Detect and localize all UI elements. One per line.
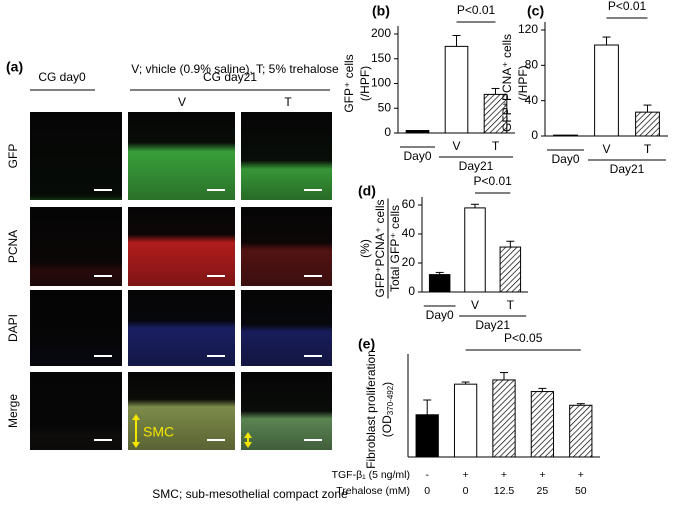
micrograph-signal bbox=[30, 112, 122, 200]
x-tick-label: V bbox=[471, 298, 479, 312]
row-label: PCNA bbox=[6, 230, 20, 263]
micrograph-signal bbox=[128, 290, 235, 366]
micrograph-signal bbox=[128, 112, 235, 200]
bar bbox=[464, 207, 486, 293]
row-label: TGF-β₁ (5 ng/ml) bbox=[332, 469, 410, 481]
y-axis-label: Fibroblast proliferation bbox=[364, 350, 378, 469]
y-tick-label: 20 bbox=[402, 255, 416, 269]
y-axis-unit-part: (OD bbox=[380, 415, 394, 437]
x-tick-label: Day0 bbox=[551, 152, 579, 166]
group-label: CG day21 bbox=[203, 70, 257, 84]
group-label: Day21 bbox=[610, 162, 645, 176]
row-value: + bbox=[578, 469, 584, 481]
micrographs: SMC bbox=[30, 112, 332, 450]
significance-label: P<0.01 bbox=[608, 0, 647, 13]
row-value: 12.5 bbox=[494, 485, 515, 497]
panel-label: (a) bbox=[6, 59, 23, 75]
y-tick-label: 60 bbox=[402, 197, 416, 211]
x-tick-label: T bbox=[492, 139, 500, 153]
panel-label: (e) bbox=[358, 336, 375, 352]
y-axis-label: (/HPF) bbox=[358, 66, 372, 101]
row-value: 50 bbox=[575, 485, 587, 497]
y-tick-label: 0 bbox=[384, 125, 391, 139]
x-tick-label: Day0 bbox=[426, 308, 454, 322]
y-tick-label: 200 bbox=[371, 26, 391, 40]
y-axis-label: GFP⁺PCNA⁺ cells bbox=[373, 199, 387, 297]
panel-label: (c) bbox=[527, 3, 544, 19]
row-label: Trehalose (mM) bbox=[336, 485, 410, 497]
row-label: GFP bbox=[6, 144, 20, 169]
micrograph-signal bbox=[30, 290, 122, 366]
row-value: 0 bbox=[424, 485, 430, 497]
footnote: SMC; sub-mesothelial compact zone bbox=[152, 487, 348, 501]
x-tick-label: V bbox=[602, 142, 610, 156]
arrow-head bbox=[244, 432, 252, 448]
row-label: DAPI bbox=[6, 314, 20, 342]
bar bbox=[553, 134, 578, 137]
y-axis-label: GFP⁺ cells bbox=[342, 54, 356, 112]
bar bbox=[492, 379, 516, 458]
bar bbox=[569, 404, 593, 458]
annotation: SMC bbox=[143, 424, 174, 440]
x-tick-label: T bbox=[507, 298, 515, 312]
x-tick-label: T bbox=[644, 142, 652, 156]
micrograph-signal bbox=[128, 372, 235, 450]
panel-label: (b) bbox=[372, 3, 390, 19]
y-axis-label: GFP⁺PCNA⁺ cells bbox=[500, 34, 514, 132]
y-tick-label: 150 bbox=[371, 51, 391, 65]
y-tick-label: 40 bbox=[525, 93, 539, 107]
bar bbox=[594, 44, 619, 137]
group-label: CG day0 bbox=[38, 70, 86, 84]
group-label: Day21 bbox=[475, 318, 510, 332]
row-value: 25 bbox=[537, 485, 549, 497]
y-tick-label: 40 bbox=[402, 226, 416, 240]
y-axis-label: (%) bbox=[358, 239, 372, 258]
y-axis-unit-part: 370-492 bbox=[386, 385, 395, 415]
x-tick-label: Day0 bbox=[403, 149, 431, 163]
micrograph-signal bbox=[241, 372, 332, 450]
y-tick-label: 80 bbox=[525, 58, 539, 72]
y-tick-label: 50 bbox=[378, 100, 392, 114]
y-axis-unit: (OD370-492) bbox=[380, 382, 395, 437]
column-label: T bbox=[284, 95, 292, 109]
panel-label: (d) bbox=[358, 183, 376, 199]
micrograph-signal bbox=[241, 290, 332, 366]
significance-label: P<0.05 bbox=[504, 331, 543, 345]
row-value: - bbox=[425, 469, 429, 481]
y-axis-unit-part: ) bbox=[380, 382, 394, 386]
y-tick-label: 120 bbox=[518, 22, 538, 36]
group-label: Day21 bbox=[459, 159, 494, 173]
y-axis-label: Total GFP⁺ cells bbox=[388, 205, 402, 292]
significance-label: P<0.01 bbox=[457, 3, 496, 17]
bar bbox=[415, 414, 439, 458]
bar bbox=[635, 111, 660, 137]
row-label: Merge bbox=[6, 394, 20, 428]
significance-label: P<0.01 bbox=[473, 174, 512, 188]
x-tick-label: V bbox=[452, 139, 460, 153]
y-tick-label: 0 bbox=[408, 284, 415, 298]
micrograph-signal bbox=[30, 372, 122, 450]
micrograph-signal bbox=[241, 207, 332, 286]
row-value: + bbox=[539, 469, 545, 481]
bar bbox=[405, 130, 430, 134]
micrograph-signal bbox=[30, 207, 122, 286]
row-value: + bbox=[501, 469, 507, 481]
row-value: + bbox=[463, 469, 469, 481]
y-tick-label: 100 bbox=[371, 76, 391, 90]
y-axis-label: (/HPF) bbox=[516, 65, 530, 100]
column-label: V bbox=[178, 95, 186, 109]
bar bbox=[499, 246, 522, 293]
bar bbox=[453, 383, 478, 458]
micrograph-signal bbox=[128, 207, 235, 286]
y-tick-label: 0 bbox=[531, 128, 538, 142]
legend-text: V; vhicle (0.9% saline), T; 5% trehalose bbox=[131, 62, 339, 76]
row-value: 0 bbox=[463, 485, 469, 497]
bar bbox=[428, 274, 451, 293]
bar bbox=[530, 391, 555, 458]
bar bbox=[444, 45, 469, 134]
micrograph-signal bbox=[241, 112, 332, 200]
